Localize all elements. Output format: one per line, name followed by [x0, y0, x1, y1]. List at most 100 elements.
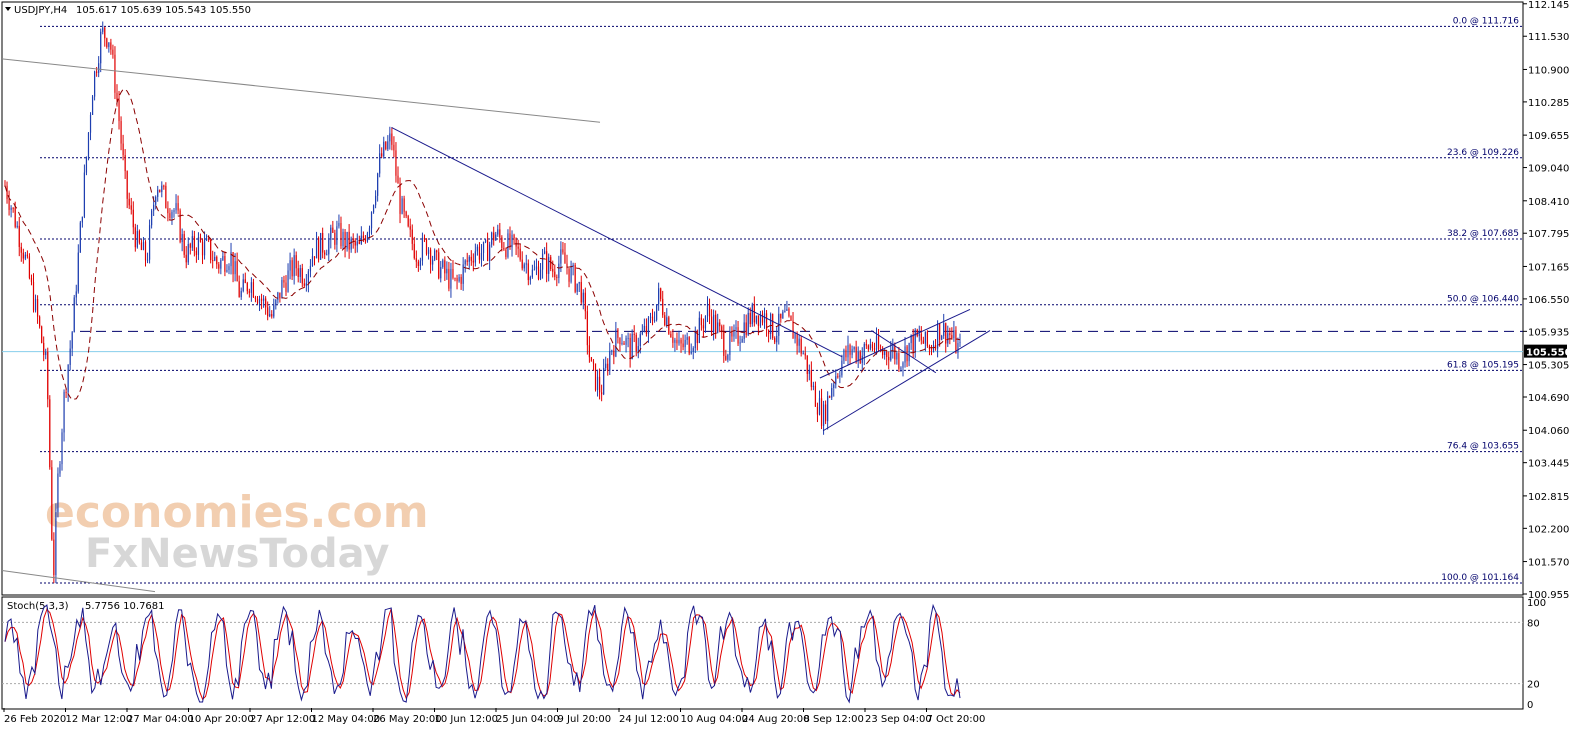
candle-body — [368, 228, 371, 234]
candle-body — [890, 350, 892, 361]
candle-body — [554, 271, 556, 277]
candle-body — [548, 257, 550, 274]
candle-body — [474, 251, 476, 263]
candle-body — [16, 225, 18, 227]
candle-body — [745, 322, 747, 335]
candle-body — [601, 392, 603, 395]
candle-body — [36, 299, 39, 317]
candle-body — [564, 252, 566, 264]
candle-body — [91, 96, 94, 115]
candle-body — [87, 132, 90, 157]
candle-body — [350, 238, 352, 250]
candle-body — [452, 268, 454, 278]
candle-body — [535, 266, 538, 270]
candle-body — [67, 364, 69, 393]
candle-body — [584, 292, 586, 312]
candle-body — [110, 42, 112, 50]
candle-body — [631, 333, 633, 360]
candle-body — [900, 367, 902, 369]
descending-trendline — [391, 127, 843, 358]
candle-body — [562, 249, 564, 253]
candle-body — [472, 260, 474, 263]
candle-body — [664, 315, 666, 326]
price-axis[interactable]: 112.145 111.530 110.900 110.285 109.655 109.0… — [1523, 0, 1569, 601]
candle-body — [75, 291, 77, 298]
candle-body — [739, 342, 741, 344]
candle-body — [615, 329, 617, 357]
price-tick-label: 102.815 — [1528, 492, 1569, 503]
candle-body — [393, 144, 395, 151]
trendlines[interactable] — [1, 58, 991, 593]
candle-body — [69, 348, 71, 365]
candle-body — [531, 269, 533, 278]
candle-body — [73, 297, 75, 333]
candle-body — [128, 198, 130, 206]
candle-body — [366, 233, 369, 242]
candle-body — [533, 269, 536, 271]
candle-body — [882, 351, 884, 356]
candle-body — [598, 376, 601, 393]
candle-body — [894, 346, 896, 360]
candle-body — [617, 329, 619, 338]
candle-body — [629, 337, 631, 360]
candle-body — [138, 231, 140, 243]
candle-body — [203, 240, 206, 256]
candle-body — [61, 432, 63, 465]
candle-body — [248, 291, 250, 293]
candle-body — [448, 268, 450, 289]
candle-body — [680, 339, 682, 344]
candle-body — [945, 323, 947, 344]
candle-body — [340, 223, 342, 247]
candle-body — [234, 261, 236, 275]
candle-body — [260, 298, 263, 301]
candle-body — [283, 280, 285, 283]
candle-body — [362, 235, 364, 239]
candle-body — [277, 292, 279, 300]
stoch-levels — [2, 621, 1523, 685]
watermark-line1: economies.com — [45, 487, 429, 538]
candle-body — [401, 198, 403, 214]
candle-body — [24, 254, 26, 259]
candle-body — [888, 356, 890, 361]
candle-body — [495, 234, 497, 241]
candle-body — [104, 27, 106, 39]
candle-body — [49, 399, 51, 468]
candle-body — [953, 330, 955, 339]
candle-body — [578, 282, 580, 284]
candle-body — [546, 251, 548, 274]
candle-body — [157, 189, 159, 197]
candle-body — [605, 363, 607, 368]
candle-body — [379, 153, 381, 174]
candle-body — [939, 323, 941, 340]
candle-body — [301, 268, 303, 284]
symbol-dropdown-icon[interactable] — [5, 7, 11, 11]
candle-body — [360, 235, 362, 244]
candle-body — [694, 331, 696, 349]
price-tick-label: 105.305 — [1528, 361, 1569, 372]
fib-level-label: 50.0 @ 106.440 — [1447, 295, 1519, 305]
candle-body — [505, 249, 507, 257]
candle-body — [267, 307, 269, 317]
candle-body — [39, 316, 41, 327]
candle-body — [480, 252, 483, 260]
candle-body — [521, 259, 523, 269]
candle-body — [409, 226, 411, 230]
candle-body — [902, 362, 904, 368]
candle-body — [344, 231, 346, 249]
candle-body — [22, 252, 24, 259]
long-term-downtrend-line — [1, 58, 601, 123]
candle-body — [210, 239, 212, 261]
candle-body — [916, 329, 918, 337]
candle-body — [348, 231, 350, 250]
candle-body — [666, 317, 668, 326]
candle-body — [611, 350, 613, 352]
candle-body — [387, 141, 389, 150]
candle-body — [57, 473, 59, 513]
candle-body — [833, 384, 835, 389]
candle-body — [596, 376, 599, 390]
candle-body — [216, 256, 218, 265]
candle-body — [713, 314, 715, 333]
candle-body — [395, 150, 397, 176]
